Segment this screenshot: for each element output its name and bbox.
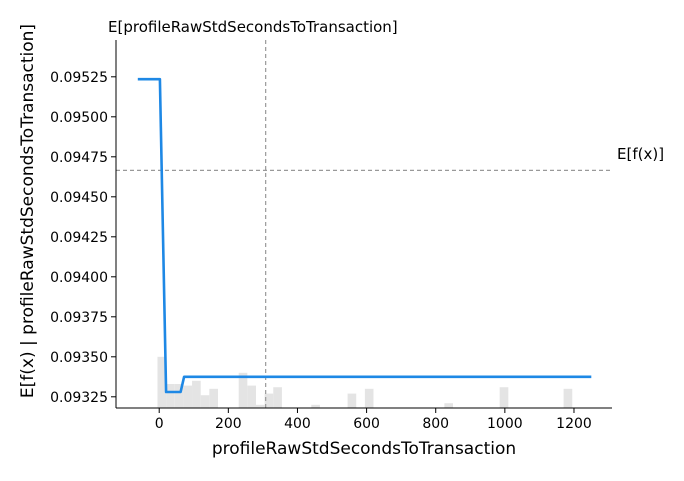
x-tick-label: 800 bbox=[422, 416, 449, 432]
histogram-bar bbox=[200, 395, 210, 408]
y-tick-label: 0.09425 bbox=[50, 230, 108, 246]
histogram-bar bbox=[264, 393, 274, 408]
x-axis-label: profileRawStdSecondsToTransaction bbox=[212, 439, 516, 459]
x-tick-label: 400 bbox=[284, 416, 311, 432]
histogram-bar bbox=[247, 385, 256, 408]
y-axis-label: E[f(x) | profileRawStdSecondsToTransacti… bbox=[18, 24, 38, 398]
y-tick-label: 0.09375 bbox=[50, 310, 108, 326]
x-tick-label: 1200 bbox=[556, 416, 592, 432]
y-tick-label: 0.09400 bbox=[50, 270, 108, 286]
reference-lines bbox=[116, 40, 612, 408]
series-layer bbox=[137, 77, 592, 394]
x-tick-label: 600 bbox=[353, 416, 380, 432]
axes: 0 200 400 600 800 1000 1200 0.09325 0.09350 0.093… bbox=[50, 40, 612, 432]
histogram bbox=[157, 356, 573, 408]
expected-feature-label: E[profileRawStdSecondsToTransaction] bbox=[108, 18, 398, 36]
x-tick-label: 1000 bbox=[487, 416, 523, 432]
histogram-bar bbox=[273, 387, 282, 408]
labels: E[profileRawStdSecondsToTransaction] E[f… bbox=[18, 18, 664, 459]
histogram-bar bbox=[563, 388, 573, 408]
histogram-bar bbox=[238, 372, 248, 408]
y-tick-label: 0.09475 bbox=[50, 150, 108, 166]
y-tick-label: 0.09450 bbox=[50, 190, 108, 206]
histogram-bar bbox=[209, 388, 218, 408]
histogram-bar bbox=[166, 384, 175, 408]
series-line bbox=[137, 77, 592, 394]
y-tick-label: 0.09350 bbox=[50, 350, 108, 366]
histogram-bar bbox=[183, 385, 193, 408]
expected-fx-label: E[f(x)] bbox=[617, 145, 664, 163]
x-tick-label: 0 bbox=[155, 416, 164, 432]
histogram-bar bbox=[157, 356, 167, 408]
histogram-bar bbox=[364, 388, 374, 408]
histogram-bar bbox=[347, 393, 357, 408]
x-tick-label: 200 bbox=[215, 416, 242, 432]
histogram-bar bbox=[499, 387, 509, 408]
histogram-bar bbox=[255, 404, 265, 408]
histogram-bar bbox=[311, 404, 320, 408]
y-tick-label: 0.09500 bbox=[50, 110, 108, 126]
y-tick-label: 0.09325 bbox=[50, 390, 108, 406]
y-tick-label: 0.09525 bbox=[50, 70, 108, 86]
histogram-bar bbox=[444, 403, 454, 408]
histogram-bar bbox=[174, 384, 184, 408]
histogram-bar bbox=[192, 380, 201, 408]
